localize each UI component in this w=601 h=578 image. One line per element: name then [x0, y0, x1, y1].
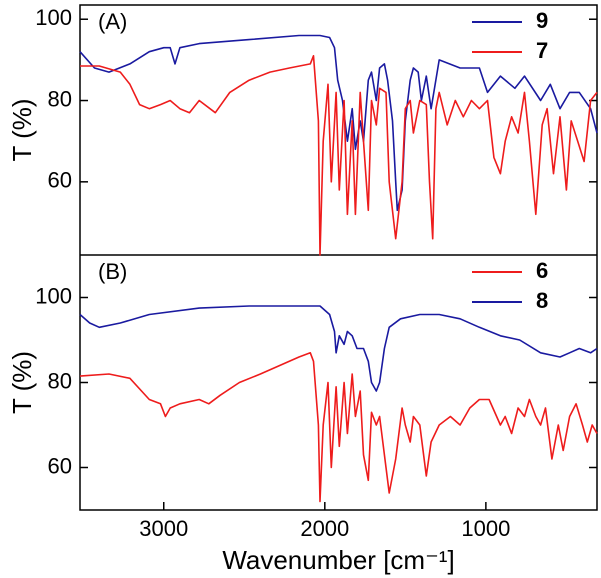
- y-tick-label: 80: [48, 368, 72, 393]
- x-tick-label: 2000: [300, 516, 349, 541]
- panel-label: (A): [98, 9, 127, 34]
- spectrum-line: [79, 34, 598, 212]
- legend-label: 8: [536, 288, 548, 313]
- y-tick-label: 60: [48, 453, 72, 478]
- y-tick-label: 100: [35, 5, 72, 30]
- spectrum-line: [79, 305, 598, 392]
- panel-label: (B): [98, 259, 127, 284]
- x-tick-label: 1000: [461, 516, 510, 541]
- x-axis-label: Wavenumber [cm⁻¹]: [222, 545, 454, 575]
- frame: [79, 4, 598, 511]
- y-tick-label: 100: [35, 283, 72, 308]
- legend-label: 7: [536, 38, 548, 63]
- legend-label: 9: [536, 8, 548, 33]
- legend-label: 6: [536, 258, 548, 283]
- x-tick-label: 3000: [139, 516, 188, 541]
- spectrum-line: [79, 352, 598, 503]
- spectrum-line: [80, 55, 598, 256]
- y-axis-label: T (%): [7, 351, 37, 414]
- y-axis-label: T (%): [7, 98, 37, 161]
- y-tick-label: 80: [48, 86, 72, 111]
- y-tick-label: 60: [48, 168, 72, 193]
